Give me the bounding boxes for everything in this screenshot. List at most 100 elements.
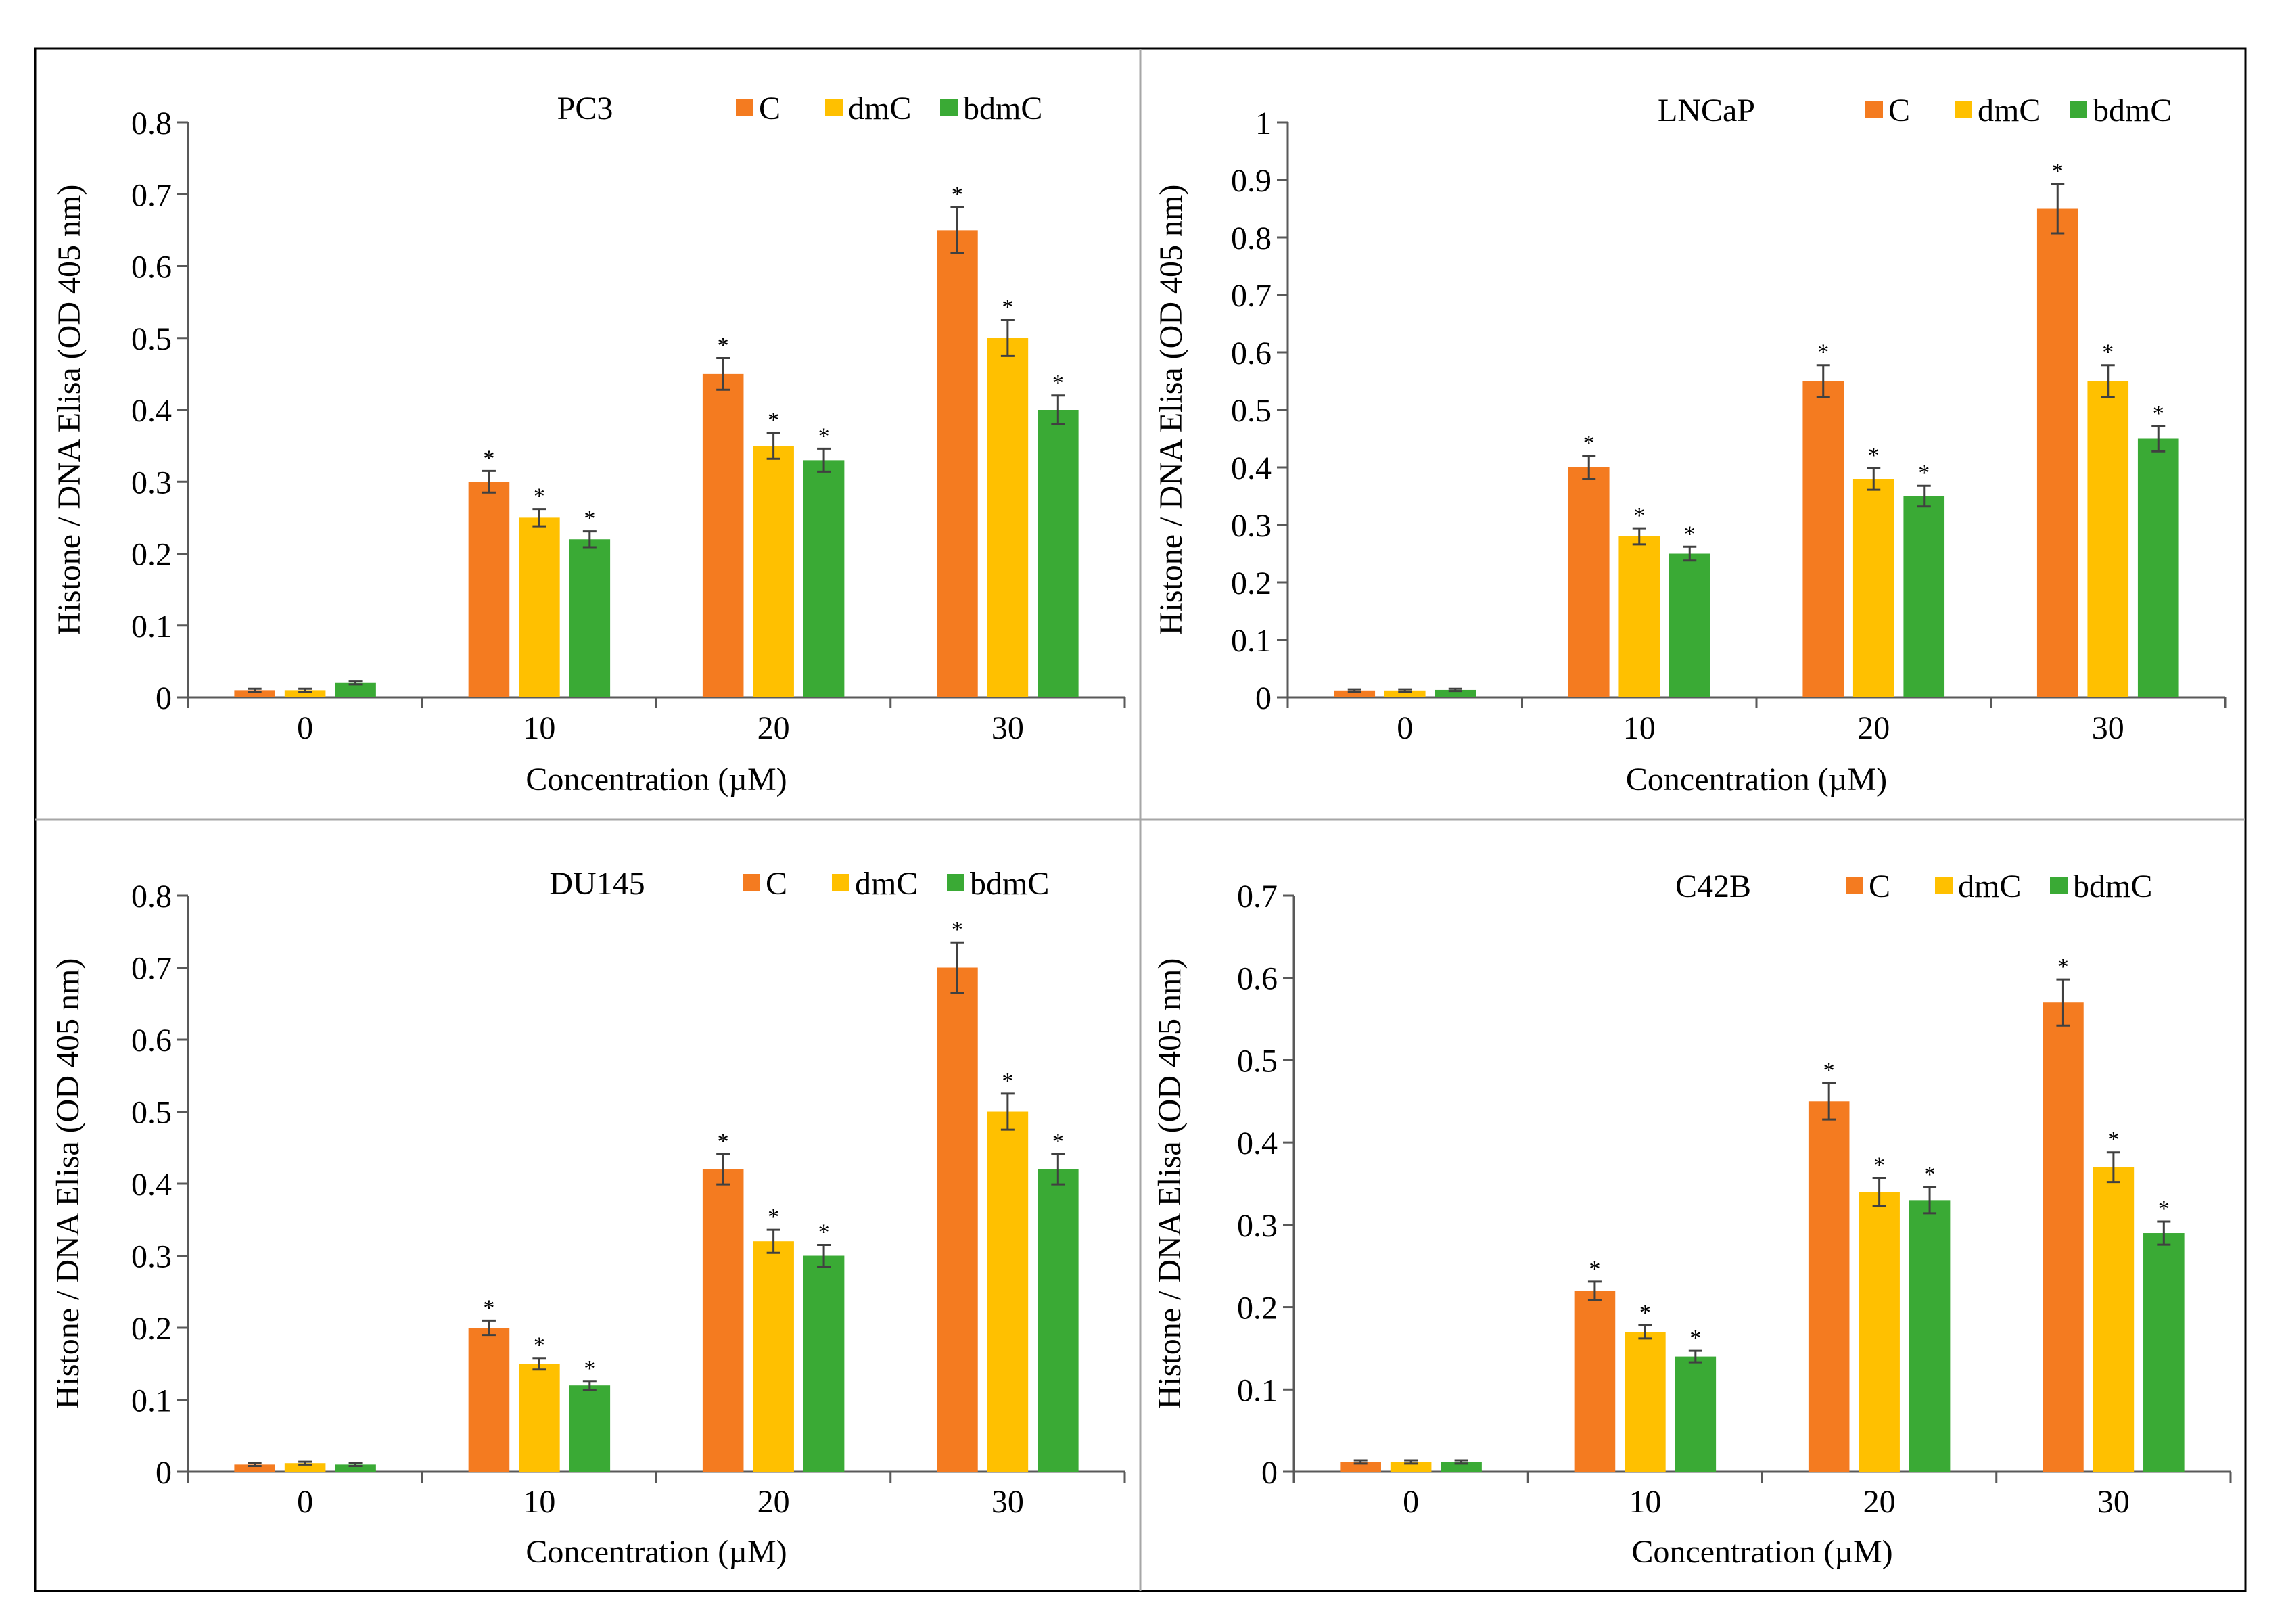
bar-bdmc [1909, 1200, 1951, 1472]
x-tick-label: 30 [992, 1484, 1024, 1520]
legend-swatch-bdmc [940, 99, 958, 116]
x-axis-label: Concentration (µM) [526, 1534, 787, 1570]
legend-swatch-c [736, 99, 753, 116]
y-tick-label: 0.8 [1231, 221, 1272, 256]
significance-star: * [718, 333, 729, 358]
y-tick-label: 0.5 [131, 1095, 172, 1131]
bar-bdmc [335, 1464, 376, 1472]
bar-bdmc [569, 539, 611, 697]
significance-star: * [2102, 340, 2114, 365]
bar-c [702, 373, 744, 697]
y-tick-label: 0.6 [1231, 335, 1272, 371]
y-tick-label: 0.6 [131, 250, 172, 285]
y-tick-label: 0.2 [131, 1311, 172, 1347]
y-tick-label: 0.9 [1231, 163, 1272, 199]
chart-title: C42B [1675, 868, 1751, 904]
bar-dmc [1852, 479, 1894, 697]
bar-c [702, 1169, 744, 1472]
bar-bdmc [335, 682, 376, 697]
bar-dmc [2087, 381, 2129, 697]
bar-c [2036, 208, 2078, 697]
x-tick-label: 0 [1403, 1484, 1419, 1520]
y-tick-label: 0.5 [131, 321, 172, 357]
y-tick-label: 0.5 [1231, 393, 1272, 429]
significance-star: * [483, 1295, 494, 1320]
legend-swatch-bdmc [2070, 101, 2087, 118]
significance-star: * [2107, 1128, 2119, 1153]
significance-star: * [818, 1220, 830, 1245]
bar-bdmc [1675, 1356, 1717, 1472]
significance-star: * [2158, 1197, 2170, 1222]
significance-star: * [1689, 1326, 1701, 1351]
legend-swatch-dmc [1935, 877, 1953, 894]
bar-bdmc [803, 460, 845, 697]
bar-dmc [1625, 1332, 1666, 1472]
bar-bdmc [1435, 689, 1476, 697]
bar-dmc [1618, 536, 1660, 697]
x-tick-label: 0 [297, 1484, 313, 1520]
x-tick-label: 10 [523, 710, 555, 746]
significance-star: * [1873, 1153, 1885, 1178]
bar-c [937, 230, 978, 697]
significance-star: * [534, 484, 545, 509]
legend-label-bdmc: bdmC [2073, 868, 2152, 904]
x-tick-label: 10 [1623, 710, 1656, 746]
bar-bdmc [569, 1385, 611, 1472]
y-tick-label: 0 [1261, 1455, 1278, 1491]
x-tick-label: 0 [1397, 710, 1413, 746]
significance-star: * [2153, 401, 2164, 426]
bar-bdmc [1038, 1169, 1079, 1472]
x-tick-label: 20 [758, 1484, 790, 1520]
bar-dmc [1390, 1462, 1432, 1472]
bar-dmc [284, 690, 326, 697]
legend-label-dmc: dmC [1978, 93, 2041, 129]
panels: 00.10.20.30.40.50.60.70.80 10***20***30**… [50, 91, 2232, 1570]
bar-c [1568, 467, 1610, 697]
bar-bdmc [2137, 438, 2179, 697]
significance-star: * [1052, 371, 1064, 396]
bar-c [468, 1328, 510, 1472]
legend-label-bdmc: bdmC [2093, 93, 2172, 129]
legend-label-dmc: dmC [855, 866, 918, 902]
y-tick-label: 0.8 [131, 879, 172, 914]
bar-dmc [519, 517, 560, 697]
significance-star: * [2057, 954, 2069, 979]
legend-label-dmc: dmC [848, 91, 911, 126]
x-axis-label: Concentration (µM) [526, 762, 787, 797]
significance-star: * [1052, 1129, 1064, 1154]
y-tick-label: 0.6 [1237, 961, 1278, 997]
x-tick-label: 10 [1629, 1484, 1661, 1520]
bar-bdmc [1038, 410, 1079, 697]
significance-star: * [1589, 1257, 1600, 1282]
significance-star: * [818, 423, 830, 448]
significance-star: * [2052, 159, 2064, 184]
y-tick-label: 0.1 [131, 609, 172, 645]
legend-label-bdmc: bdmC [963, 91, 1042, 126]
significance-star: * [952, 917, 963, 942]
significance-star: * [534, 1333, 545, 1358]
bar-c [1334, 690, 1376, 697]
y-tick-label: 0.1 [1231, 623, 1272, 659]
x-tick-label: 10 [523, 1484, 555, 1520]
y-tick-label: 0.5 [1237, 1043, 1278, 1079]
bar-dmc [2093, 1167, 2135, 1472]
legend-swatch-dmc [1955, 101, 1972, 118]
significance-star: * [768, 1205, 779, 1230]
significance-star: * [1633, 503, 1645, 528]
bar-dmc [753, 446, 794, 697]
bar-c [1574, 1291, 1616, 1472]
x-axis-label: Concentration (µM) [1626, 762, 1887, 797]
chart-title: PC3 [557, 91, 613, 126]
y-tick-label: 0.7 [1231, 278, 1272, 314]
y-tick-label: 1 [1255, 106, 1272, 141]
x-tick-label: 20 [1863, 1484, 1896, 1520]
legend-label-c: C [1888, 93, 1910, 129]
bar-c [1808, 1101, 1850, 1472]
legend-swatch-dmc [832, 874, 849, 891]
bar-c [234, 690, 275, 697]
y-tick-label: 0.6 [131, 1023, 172, 1059]
bar-dmc [987, 338, 1029, 697]
